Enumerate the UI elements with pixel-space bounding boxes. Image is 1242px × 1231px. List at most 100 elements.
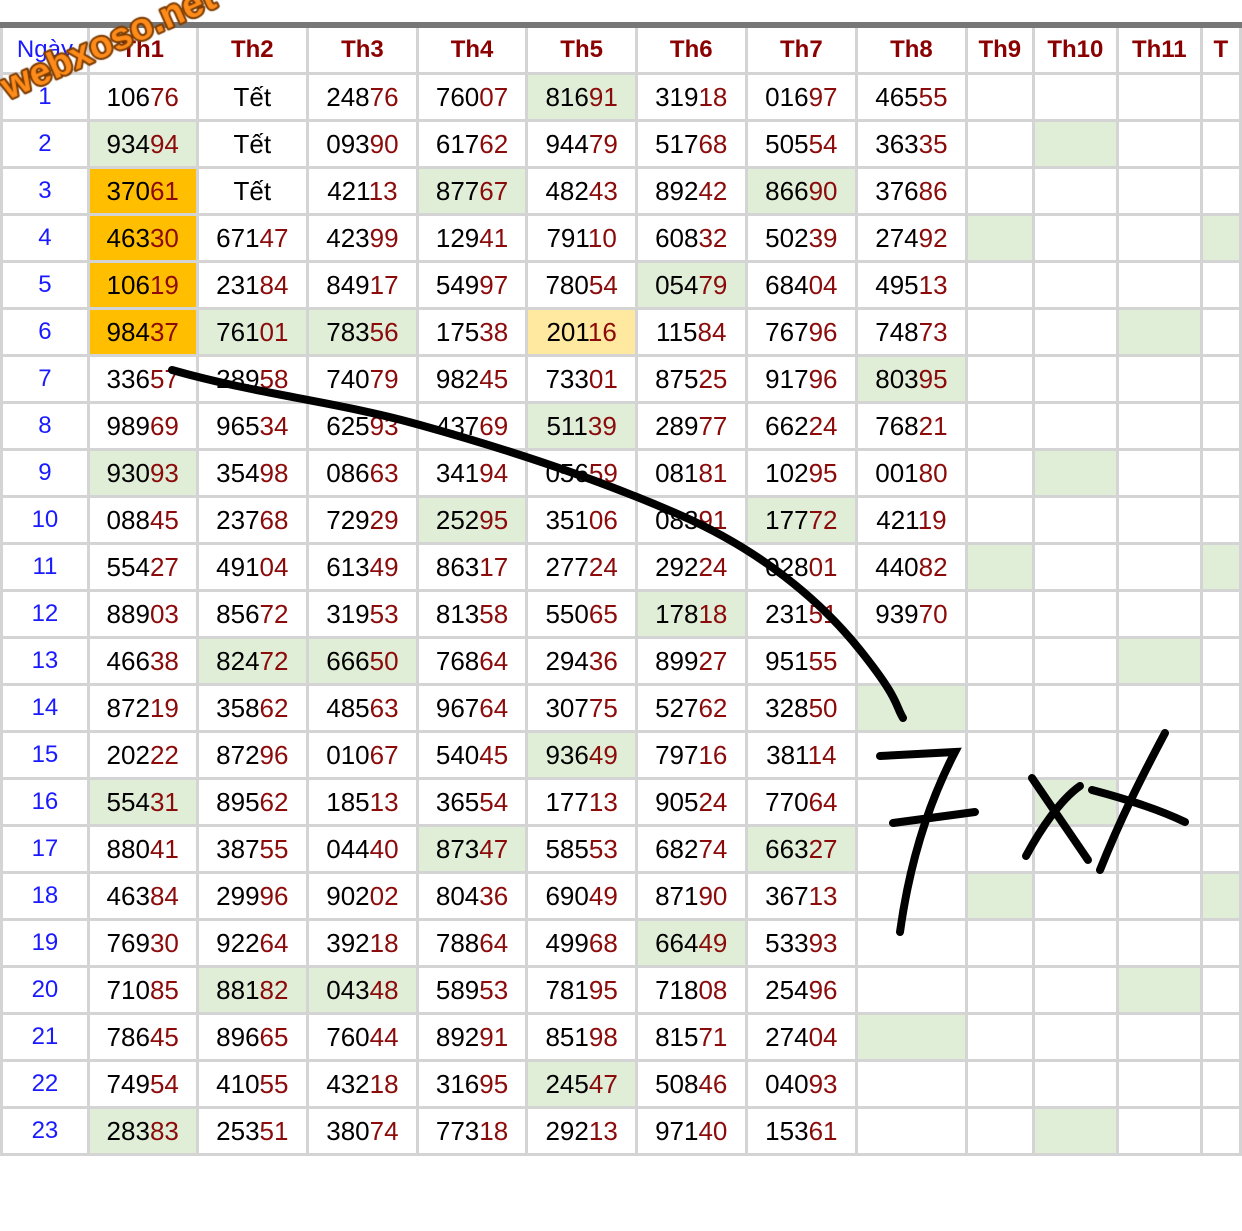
result-leading-digits: 178 bbox=[655, 598, 699, 629]
result-last-two-digits: 17 bbox=[479, 551, 509, 582]
result-last-two-digits: 18 bbox=[479, 1115, 509, 1146]
result-last-two-digits: 83 bbox=[149, 1115, 179, 1146]
result-cell: 30775 bbox=[525, 683, 638, 733]
result-last-two-digits: 68 bbox=[259, 504, 289, 535]
result-leading-digits: 540 bbox=[435, 739, 480, 770]
result-cell: 29213 bbox=[525, 1106, 638, 1156]
table-row: 12 88903 85672 31953 81358 55065 17818 23151 939… bbox=[0, 589, 1242, 639]
result-cell: 29436 bbox=[525, 636, 638, 686]
result-cell: 41055 bbox=[195, 1059, 310, 1109]
result-last-two-digits: 24 bbox=[698, 786, 728, 817]
day-number: 21 bbox=[0, 1012, 90, 1062]
result-cell: 49513 bbox=[855, 260, 968, 310]
result-cell bbox=[855, 636, 968, 686]
result-leading-digits: 380 bbox=[326, 1115, 370, 1146]
result-cell: 46638 bbox=[86, 636, 199, 686]
table-row: 19 76930 92264 39218 78864 49968 66449 53393 bbox=[0, 918, 1242, 968]
result-cell: 69049 bbox=[525, 871, 638, 921]
result-cell: 66224 bbox=[744, 401, 859, 451]
result-last-two-digits: 45 bbox=[479, 363, 509, 394]
result-cell: 55065 bbox=[525, 589, 638, 639]
result-last-two-digits: 45 bbox=[149, 504, 179, 535]
result-cell bbox=[1199, 824, 1242, 874]
result-leading-digits: 780 bbox=[545, 269, 589, 300]
result-last-two-digits: 41 bbox=[479, 222, 509, 253]
result-leading-digits: 761 bbox=[216, 316, 260, 347]
result-last-two-digits: 13 bbox=[368, 175, 398, 206]
result-cell bbox=[1199, 777, 1242, 827]
table-row: 7 33657 28958 74079 98245 73301 87525 91796 8039… bbox=[0, 354, 1242, 404]
header-month-11: Th11 bbox=[1115, 23, 1203, 75]
result-leading-digits: 392 bbox=[326, 927, 370, 958]
result-last-two-digits: 62 bbox=[259, 692, 289, 723]
result-cell: 35498 bbox=[195, 448, 310, 498]
result-cell bbox=[1199, 166, 1242, 216]
result-cell bbox=[1031, 636, 1119, 686]
result-last-two-digits: 43 bbox=[588, 175, 618, 206]
result-last-two-digits: 58 bbox=[259, 363, 289, 394]
result-last-two-digits: 93 bbox=[149, 457, 179, 488]
result-leading-digits: 292 bbox=[545, 1115, 589, 1146]
result-last-two-digits: 56 bbox=[369, 316, 399, 347]
header-month-1: Th1 bbox=[86, 23, 199, 75]
result-leading-digits: 106 bbox=[106, 269, 150, 300]
result-cell: 76007 bbox=[415, 72, 529, 122]
day-number: 9 bbox=[0, 448, 90, 498]
result-cell bbox=[1115, 495, 1203, 545]
result-cell: 76821 bbox=[855, 401, 968, 451]
result-last-two-digits: 34 bbox=[259, 410, 289, 441]
result-last-two-digits: 27 bbox=[698, 645, 728, 676]
result-last-two-digits: 92 bbox=[918, 222, 948, 253]
result-last-two-digits: 01 bbox=[259, 316, 289, 347]
result-last-two-digits: 68 bbox=[588, 927, 618, 958]
result-cell bbox=[1115, 72, 1203, 122]
result-last-two-digits: 54 bbox=[479, 786, 509, 817]
result-last-two-digits: 97 bbox=[479, 269, 509, 300]
header-month-10: Th10 bbox=[1031, 23, 1119, 75]
result-cell bbox=[964, 824, 1035, 874]
result-cell: 76044 bbox=[306, 1012, 419, 1062]
result-last-two-digits: 49 bbox=[588, 880, 618, 911]
result-cell bbox=[1031, 777, 1119, 827]
result-cell bbox=[964, 965, 1035, 1015]
result-leading-digits: 465 bbox=[875, 81, 919, 112]
result-cell: 93494 bbox=[86, 119, 199, 169]
day-number: 10 bbox=[0, 495, 90, 545]
header-month-3: Th3 bbox=[306, 23, 419, 75]
result-cell bbox=[964, 72, 1035, 122]
result-leading-digits: 508 bbox=[655, 1068, 699, 1099]
result-cell bbox=[1115, 354, 1203, 404]
result-cell: 23151 bbox=[744, 589, 859, 639]
result-cell bbox=[1199, 495, 1242, 545]
result-cell bbox=[1031, 166, 1119, 216]
result-cell bbox=[1031, 871, 1119, 921]
result-last-two-digits: 16 bbox=[587, 316, 617, 347]
result-cell bbox=[1031, 354, 1119, 404]
result-last-two-digits: 24 bbox=[808, 410, 838, 441]
result-cell: 31695 bbox=[415, 1059, 529, 1109]
result-cell: 44082 bbox=[855, 542, 968, 592]
result-leading-digits: 274 bbox=[875, 222, 919, 253]
result-leading-digits: 231 bbox=[216, 269, 260, 300]
result-leading-digits: 328 bbox=[765, 692, 809, 723]
result-last-two-digits: 90 bbox=[369, 128, 399, 159]
result-leading-digits: 740 bbox=[326, 363, 370, 394]
result-leading-digits: 768 bbox=[435, 645, 480, 676]
result-last-two-digits: 50 bbox=[369, 645, 399, 676]
result-cell: 76930 bbox=[86, 918, 199, 968]
result-last-two-digits: 48 bbox=[369, 974, 399, 1005]
result-cell: 82472 bbox=[195, 636, 310, 686]
result-leading-digits: 527 bbox=[655, 692, 699, 723]
result-cell: 54045 bbox=[415, 730, 529, 780]
table-row: 10 08845 23768 72929 25295 35106 08391 17772 421… bbox=[0, 495, 1242, 545]
result-leading-digits: 662 bbox=[765, 410, 809, 441]
result-cell: 93970 bbox=[855, 589, 968, 639]
result-leading-digits: 773 bbox=[435, 1115, 480, 1146]
result-cell: 78356 bbox=[306, 307, 419, 357]
result-cell bbox=[964, 683, 1035, 733]
result-cell bbox=[1115, 824, 1203, 874]
result-cell bbox=[1199, 401, 1242, 451]
result-last-two-digits: 42 bbox=[698, 175, 728, 206]
result-leading-digits: 106 bbox=[106, 81, 150, 112]
result-last-two-digits: 55 bbox=[918, 81, 948, 112]
